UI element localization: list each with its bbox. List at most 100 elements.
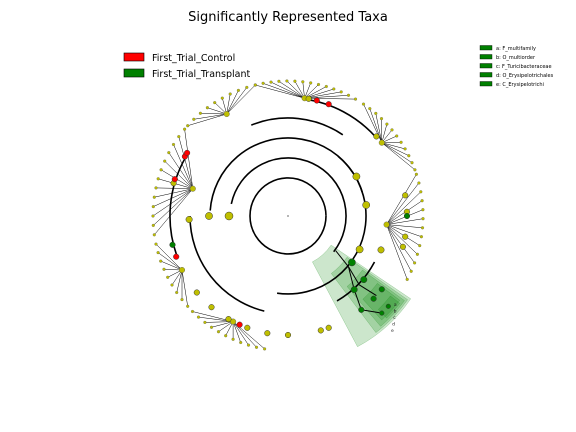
- node-7: [325, 101, 332, 108]
- fan-edge-6-0: [187, 113, 227, 126]
- leaf-6-4: [213, 101, 217, 105]
- leaf-0-4: [285, 79, 289, 83]
- clade-link-1: [348, 266, 360, 286]
- leaf-1-6: [395, 134, 399, 138]
- fan-hub-5: [189, 185, 196, 192]
- leaf-1-4: [385, 122, 389, 126]
- fan-edge-4-8: [155, 243, 183, 271]
- leaf-1-1: [368, 107, 372, 111]
- leaf-3-0: [263, 347, 267, 351]
- fan-edge-5-10: [173, 144, 194, 189]
- clade-highlight-layer: [312, 244, 412, 348]
- node-36: [377, 246, 385, 254]
- clade-legend: a: F_multifamily b: O_multiorder c: F_Tu…: [479, 45, 554, 88]
- legend-swatch-control: [123, 52, 145, 62]
- clade-link-0: [335, 250, 349, 268]
- leaf-0-8: [316, 82, 321, 87]
- leaf-2-2: [419, 190, 423, 194]
- fan-edge-2-0: [386, 174, 417, 225]
- node-19: [171, 176, 178, 183]
- leaf-1-9: [407, 154, 411, 158]
- leaf-5-12: [183, 127, 187, 131]
- fan-edge-6-6: [226, 93, 231, 115]
- legend-label-control: First_Trial_Control: [152, 53, 235, 64]
- clade-label-c: c: F_Turicibacteraceae: [496, 64, 552, 70]
- leaf-1-10: [410, 161, 414, 165]
- fan-edge-3-2: [232, 321, 249, 346]
- leaf-5-1: [151, 223, 155, 227]
- node-16: [244, 324, 251, 331]
- leaf-5-9: [167, 151, 171, 155]
- node-11: [403, 212, 411, 220]
- node-30: [378, 286, 385, 293]
- leaf-0-1: [261, 81, 265, 85]
- node-27: [348, 258, 356, 267]
- leaf-3-8: [203, 320, 207, 324]
- leaf-5-11: [177, 135, 181, 139]
- ring-arc-1: [230, 157, 347, 253]
- sector-label-b: b: [394, 308, 397, 314]
- node-4: [362, 201, 371, 209]
- leaf-5-4: [152, 195, 156, 199]
- node-1: [205, 212, 213, 220]
- leaf-2-5: [421, 217, 425, 221]
- leaf-5-8: [163, 159, 167, 163]
- fan-edge-0-3: [278, 81, 305, 99]
- leaf-5-7: [159, 168, 163, 172]
- fan-edge-6-9: [226, 84, 256, 115]
- fan-edge-2-12: [386, 224, 408, 280]
- leaf-3-10: [190, 309, 195, 314]
- node-31: [350, 286, 358, 294]
- clade-swatch-b: [479, 54, 493, 60]
- ring-arc-4: [189, 215, 265, 312]
- fan-edge-2-2: [386, 191, 421, 225]
- sector-label-c: c: [393, 316, 396, 321]
- leaf-3-6: [216, 330, 221, 334]
- ring-arc-7: [304, 98, 377, 138]
- leaf-2-6: [420, 226, 425, 230]
- leaf-1-7: [399, 140, 403, 144]
- fan-edge-3-1: [232, 321, 257, 348]
- node-21: [317, 327, 324, 334]
- fan-edge-5-3: [153, 188, 193, 207]
- fan-edge-0-5: [294, 81, 305, 99]
- fan-edge-5-5: [155, 187, 193, 189]
- fan-edge-1-9: [381, 142, 409, 156]
- fan-edge-5-11: [178, 136, 194, 189]
- leaf-3-1: [254, 345, 259, 349]
- fan-edge-5-4: [154, 188, 193, 198]
- sector-label-e: e: [391, 329, 394, 334]
- leaf-5-2: [151, 214, 155, 218]
- clade-label-a: a: F_multifamily: [496, 46, 536, 52]
- legend-label-transplant: First_Trial_Transplant: [152, 69, 251, 80]
- leaf-5-5: [154, 186, 158, 190]
- leaf-0-10: [332, 87, 336, 91]
- leaf-2-4: [421, 208, 425, 212]
- leaf-0-2: [269, 80, 273, 84]
- fan-edge-2-7: [386, 224, 422, 237]
- fan-edge-6-8: [226, 87, 247, 115]
- fan-hub-3: [230, 318, 237, 325]
- leaf-4-8: [154, 242, 158, 246]
- fan-edge-1-11: [381, 142, 416, 170]
- node-6: [313, 97, 320, 104]
- leaf-4-4: [166, 275, 170, 279]
- fan-edge-6-3: [207, 107, 227, 115]
- cladogram-arcs: [169, 98, 377, 312]
- cladogram-nodes: [151, 79, 425, 351]
- leaf-6-6: [228, 92, 232, 96]
- node-22: [284, 331, 292, 339]
- ring-arc-0: [249, 177, 327, 255]
- fan-hub-4: [178, 267, 185, 274]
- clade-link-4: [353, 289, 362, 310]
- clade-swatch-e: [479, 81, 493, 87]
- fan-edge-4-2: [176, 269, 183, 293]
- node-15: [173, 253, 180, 260]
- leaf-3-7: [209, 325, 214, 329]
- fan-hub-1: [378, 139, 385, 146]
- leaf-6-1: [192, 117, 196, 121]
- leaf-3-2: [246, 343, 251, 347]
- clade-link-5: [361, 309, 382, 314]
